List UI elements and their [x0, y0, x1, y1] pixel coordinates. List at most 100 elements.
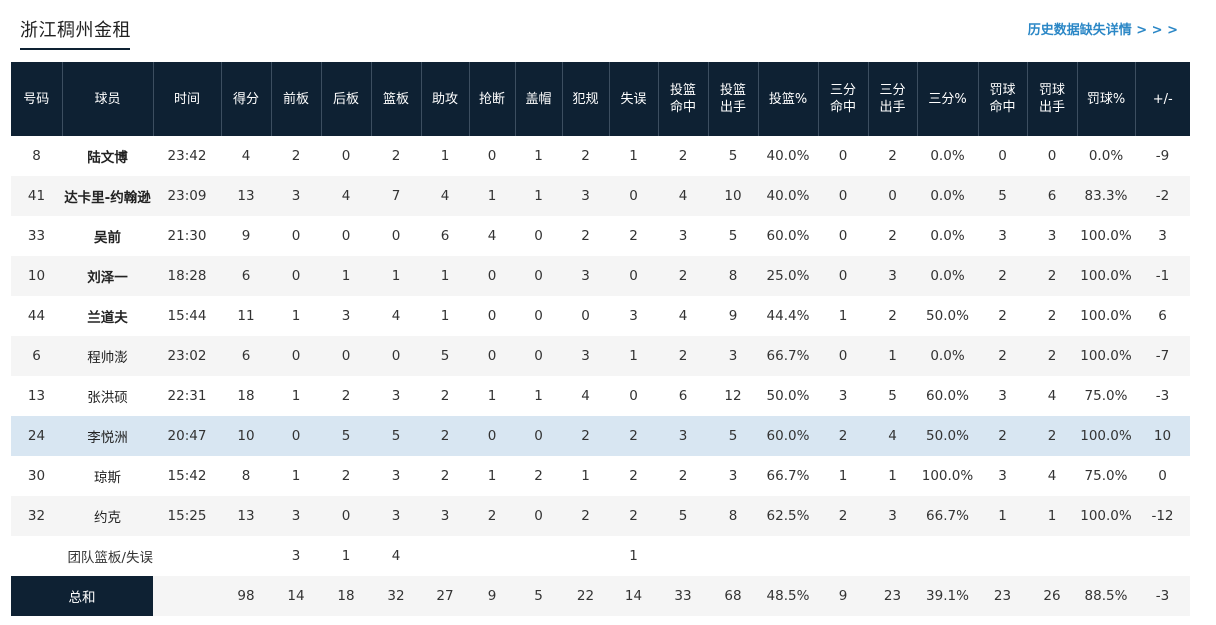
- stat-col-tov: 1: [609, 336, 658, 376]
- stat-col-blk: 1: [534, 388, 543, 404]
- stat-col-points: 13: [221, 496, 271, 536]
- stat-col-minutes: 15:44: [167, 308, 207, 324]
- stat-col-fga: 10: [708, 176, 758, 216]
- stat-col-foul: 0: [581, 308, 590, 324]
- stat-col-def-reb: 0: [341, 148, 351, 164]
- total-stat-col-off-reb: 14: [271, 576, 321, 616]
- player-name[interactable]: 刘泽一: [62, 256, 153, 296]
- stat-col-fgm: 4: [658, 176, 708, 216]
- stat-col-blk: 0: [534, 308, 543, 324]
- player-row[interactable]: 8 陆文博 23:42 4 2 0 2 1 0 1 2 1 2 5 40.0% 0 2 0.0% 0 0 0.0% -9: [11, 136, 1190, 176]
- player-name[interactable]: 陆文博: [87, 150, 128, 166]
- player-name[interactable]: 约克: [62, 496, 153, 536]
- stat-col-ast: 2: [440, 388, 450, 404]
- total-stat-col-3p-pct: 39.1%: [917, 576, 978, 616]
- player-name[interactable]: 达卡里-约翰逊: [62, 176, 153, 216]
- stat-col-3pa: 1: [868, 336, 917, 376]
- total-stat-col-reb: 32: [371, 576, 421, 616]
- header-col-points: 得分: [220, 62, 271, 136]
- stat-col-minutes: 23:02: [153, 336, 221, 376]
- stat-col-minutes: 21:30: [167, 228, 207, 244]
- player-row[interactable]: 10 刘泽一 18:28 6 0 1 1 1 0 0 3 0 2 8 25.0% 0 3 0.0% 2 2 100.0%…: [11, 256, 1190, 296]
- header-col-player: 球员: [61, 62, 153, 136]
- history-missing-data-link[interactable]: 历史数据缺失详情 > > >: [1027, 23, 1178, 38]
- total-stat-col-minutes: [153, 576, 221, 616]
- stat-col-points: 10: [221, 416, 271, 456]
- header-col-stl: 抢断: [468, 62, 515, 136]
- stat-col-stl: 0: [487, 148, 497, 164]
- box-score-table: 号码 球员 时间 得分 前板 后板 篮板 助攻 抢断 盖帽 犯规 失误 投篮 命中 投篮 出手 投篮% 三分 命中三…: [11, 62, 1190, 616]
- team-name-tab[interactable]: 浙江稠州金租: [20, 20, 131, 41]
- player-name[interactable]: 吴前: [94, 230, 121, 246]
- stat-col-plus-minus: -12: [1135, 496, 1190, 536]
- total-stat-col-def-reb: 18: [321, 576, 371, 616]
- stat-col-foul: 2: [581, 228, 590, 244]
- stat-col-points: 8: [241, 468, 251, 484]
- stat-col-foul: 4: [581, 388, 590, 404]
- player-name[interactable]: 李悦洲: [62, 416, 153, 456]
- player-name[interactable]: 张洪硕: [87, 390, 128, 406]
- stat-col-fta: 1: [1027, 496, 1077, 536]
- stat-col-ft-pct: 100.0%: [1077, 496, 1135, 536]
- player-row[interactable]: 44 兰道夫 15:44 11 1 3 4 1 0 0 0 3 4 9 44.4% 1 2 50.0% 2 2 100.…: [11, 296, 1190, 336]
- stat-col-ftm: 2: [978, 256, 1027, 296]
- stat-col-fta: 4: [1047, 388, 1057, 404]
- stat-col-3p-pct: 50.0%: [917, 416, 978, 456]
- player-name[interactable]: 琼斯: [94, 470, 121, 486]
- stat-col-3p-pct: 66.7%: [917, 496, 978, 536]
- stat-col-def-reb: 0: [321, 336, 371, 376]
- stat-col-blk: 1: [534, 148, 543, 164]
- stat-col-ftm: 2: [978, 336, 1027, 376]
- player-row[interactable]: 13 张洪硕 22:31 18 1 2 3 2 1 1 4 0 6 12 50.0% 3 5 60.0% 3 4 75.…: [11, 376, 1190, 416]
- stat-col-ast: 2: [440, 468, 450, 484]
- player-row[interactable]: 6 程帅澎 23:02 6 0 0 0 5 0 0 3 1 2 3 66.7% 0 1 0.0% 2 2 100.0% -…: [11, 336, 1190, 376]
- player-row[interactable]: 32 约克 15:25 13 3 0 3 3 2 0 2 2 5 8 62.5% 2 3 66.7% 1 1 100.0…: [11, 496, 1190, 536]
- player-row[interactable]: 41 达卡里-约翰逊 23:09 13 3 4 7 4 1 1 3 0 4 10 40.0% 0 0 0.0% 5 6…: [11, 176, 1190, 216]
- stat-col-fgm: 2: [678, 468, 688, 484]
- team-stat-col-3pa: [868, 536, 917, 576]
- total-stat-col-fg-pct: 48.5%: [758, 576, 818, 616]
- player-name[interactable]: 程帅澎: [62, 336, 153, 376]
- stat-col-3p-pct: 0.0%: [917, 336, 978, 376]
- stat-col-ftm: 3: [998, 228, 1007, 244]
- stat-col-tov: 0: [609, 176, 658, 216]
- stat-col-3pm: 0: [818, 256, 868, 296]
- stat-col-3pm: 3: [838, 388, 848, 404]
- stat-col-reb: 0: [371, 336, 421, 376]
- stat-col-def-reb: 4: [321, 176, 371, 216]
- stat-col-plus-minus: -3: [1155, 388, 1170, 404]
- stat-col-fga: 3: [708, 336, 758, 376]
- total-stat-col-blk: 5: [515, 576, 562, 616]
- stat-col-reb: 2: [391, 148, 401, 164]
- stat-col-stl: 1: [487, 388, 497, 404]
- player-row[interactable]: 24 李悦洲 20:47 10 0 5 5 2 0 0 2 2 3 5 60.0% 2 4 50.0% 2 2 100.…: [11, 416, 1190, 456]
- stat-col-3p-pct: 50.0%: [926, 308, 969, 324]
- team-row-label: 团队篮板/失误: [67, 550, 153, 566]
- stat-col-ftm: 0: [998, 148, 1007, 164]
- stat-col-fg-pct: 60.0%: [758, 416, 818, 456]
- stat-col-minutes: 15:25: [153, 496, 221, 536]
- stat-col-off-reb: 1: [291, 308, 301, 324]
- stat-col-fga: 12: [724, 388, 742, 404]
- player-number: 44: [27, 308, 46, 324]
- stat-col-ft-pct: 100.0%: [1080, 228, 1132, 244]
- stat-col-blk: 0: [515, 256, 562, 296]
- stat-col-tov: 3: [629, 308, 638, 324]
- team-stat-col-tov: 1: [629, 548, 638, 564]
- player-number: 41: [11, 176, 62, 216]
- stat-col-3pm: 0: [818, 176, 868, 216]
- stat-col-ftm: 3: [998, 388, 1007, 404]
- stat-col-fg-pct: 44.4%: [766, 308, 810, 324]
- header-col-3p-pct: 三分%: [916, 62, 978, 136]
- stat-col-3pm: 0: [838, 148, 848, 164]
- stat-col-def-reb: 0: [341, 228, 351, 244]
- player-name[interactable]: 兰道夫: [87, 310, 128, 326]
- stat-col-fta: 3: [1047, 228, 1057, 244]
- player-row[interactable]: 33 吴前 21:30 9 0 0 0 6 4 0 2 2 3 5 60.0% 0 2 0.0% 3 3 100.0% 3: [11, 216, 1190, 256]
- player-row[interactable]: 30 琼斯 15:42 8 1 2 3 2 1 2 1 2 2 3 66.7% 1 1 100.0% 3 4 75.0%…: [11, 456, 1190, 496]
- stat-col-tov: 1: [629, 148, 638, 164]
- stat-col-3pa: 4: [868, 416, 917, 456]
- stat-col-off-reb: 1: [291, 468, 301, 484]
- team-stat-col-stl: [469, 536, 515, 576]
- player-number: 32: [11, 496, 62, 536]
